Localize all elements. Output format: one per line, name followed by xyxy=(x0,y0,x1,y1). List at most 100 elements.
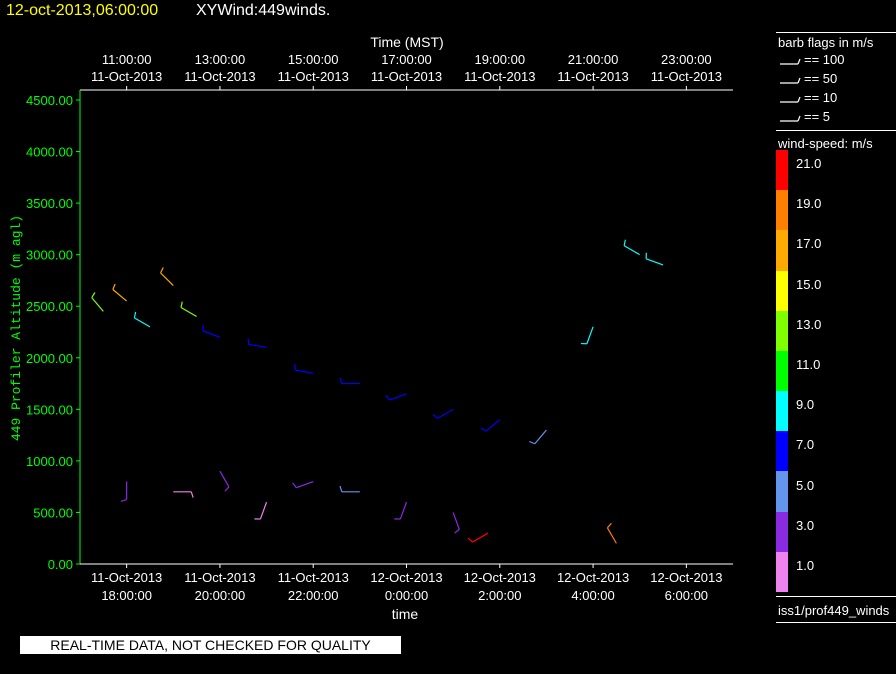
speed-scale-row: 15.0 xyxy=(776,270,896,311)
x-tick-time: 20:00:00 xyxy=(195,588,246,603)
speed-color-swatch xyxy=(776,391,788,432)
barb-legend-label: == 50 xyxy=(804,71,837,86)
speed-color-swatch xyxy=(776,471,788,512)
x-tick-time: 4:00:00 xyxy=(571,588,614,603)
barb-legend-item: == 50 xyxy=(780,71,837,86)
x-tick-date: 12-Oct-2013 xyxy=(650,570,722,585)
x-tick-date: 12-Oct-2013 xyxy=(370,570,442,585)
wind-barb xyxy=(339,485,360,493)
legend-end-border xyxy=(776,622,896,623)
x-tick-date: 11-Oct-2013 xyxy=(91,570,162,585)
top-tick-time: 15:00:00 xyxy=(288,52,339,67)
speed-color-swatch xyxy=(776,190,788,231)
speed-scale-label: 3.0 xyxy=(796,517,815,533)
speed-scale-label: 7.0 xyxy=(796,437,815,453)
source-label: iss1/prof449_winds xyxy=(778,603,890,618)
wind-barb xyxy=(606,522,617,544)
wind-barb xyxy=(219,470,230,492)
speed-scale-row: 19.0 xyxy=(776,190,896,231)
speed-color-swatch xyxy=(776,230,788,271)
speed-color-swatch xyxy=(776,270,788,311)
speed-scale-row: 3.0 xyxy=(776,511,896,552)
wind-barb xyxy=(202,324,221,338)
speed-scale-row: 5.0 xyxy=(776,471,896,512)
wind-barb xyxy=(452,512,460,534)
top-tick-date: 11-Oct-2013 xyxy=(91,69,162,84)
wind-barb xyxy=(247,338,267,349)
x-tick-time: 22:00:00 xyxy=(288,588,339,603)
wind-barb xyxy=(294,364,314,374)
y-tick-label: 4500.00 xyxy=(26,93,73,108)
x-tick-time: 0:00:00 xyxy=(385,588,428,603)
plot-date-title: 12-oct-2013,06:00:00 xyxy=(6,2,159,19)
wind-barb xyxy=(254,501,268,520)
legend-top-border xyxy=(776,32,896,33)
barb-legend-label: == 5 xyxy=(804,109,830,124)
barb-legend-label: == 100 xyxy=(804,52,845,67)
legend-bottom-border xyxy=(776,596,896,597)
wind-barb xyxy=(112,283,128,302)
barb-legend-item: == 10 xyxy=(780,90,837,105)
speed-scale-label: 15.0 xyxy=(796,276,822,292)
top-axis-label: Time (MST) xyxy=(370,34,443,50)
speed-scale-row: 17.0 xyxy=(776,230,896,271)
wind-barb xyxy=(173,491,194,498)
wind-barb xyxy=(623,239,641,256)
y-tick-label: 500.00 xyxy=(33,505,73,520)
plot-name-title: XYWind:449winds. xyxy=(196,2,331,19)
top-tick-date: 11-Oct-2013 xyxy=(651,69,722,84)
wind-barb xyxy=(529,429,547,445)
top-tick-date: 11-Oct-2013 xyxy=(371,69,442,84)
x-tick-time: 18:00:00 xyxy=(101,588,152,603)
speed-scale-row: 1.0 xyxy=(776,551,896,592)
x-tick-date: 11-Oct-2013 xyxy=(278,570,349,585)
y-tick-label: 0.00 xyxy=(48,557,73,572)
y-tick-label: 2000.00 xyxy=(26,351,73,366)
barb-legend-label: == 10 xyxy=(804,90,837,105)
quality-warning-banner: REAL-TIME DATA, NOT CHECKED FOR QUALITY xyxy=(20,636,401,654)
wind-barb xyxy=(133,311,151,328)
wind-barb xyxy=(339,377,360,385)
top-tick-date: 11-Oct-2013 xyxy=(278,69,349,84)
top-tick-date: 11-Oct-2013 xyxy=(184,69,255,84)
speed-scale-label: 1.0 xyxy=(796,557,815,573)
top-tick-time: 13:00:00 xyxy=(195,52,246,67)
speed-scale-label: 11.0 xyxy=(796,356,821,372)
x-tick-date: 11-Oct-2013 xyxy=(184,570,255,585)
y-tick-label: 4000.00 xyxy=(26,145,73,160)
top-tick-date: 11-Oct-2013 xyxy=(464,69,535,84)
wind-barb xyxy=(180,301,197,318)
y-tick-label: 1500.00 xyxy=(26,402,73,417)
speed-legend-title: wind-speed: m/s xyxy=(778,136,873,151)
speed-scale-label: 13.0 xyxy=(796,316,822,332)
wind-barb xyxy=(480,419,501,432)
wind-barb xyxy=(385,393,407,401)
speed-color-swatch xyxy=(776,150,788,191)
top-tick-time: 19:00:00 xyxy=(474,52,525,67)
wind-barb xyxy=(91,292,104,312)
speed-color-swatch xyxy=(776,310,788,351)
top-tick-time: 11:00:00 xyxy=(102,52,152,67)
speed-scale-label: 9.0 xyxy=(796,397,815,413)
wind-barb xyxy=(394,501,408,520)
wind-profile-chart: Time (MST) 11:00:00 11-Oct-2013 13:00:00 11… xyxy=(9,34,733,622)
wind-barb xyxy=(292,480,314,489)
wind-barb xyxy=(580,326,594,345)
x-tick-date: 12-Oct-2013 xyxy=(557,570,629,585)
x-tick-time: 2:00:00 xyxy=(478,588,521,603)
y-tick-label: 1000.00 xyxy=(26,454,73,469)
speed-scale-label: 19.0 xyxy=(796,196,822,212)
y-tick-label: 3500.00 xyxy=(26,196,73,211)
wind-barb xyxy=(160,267,174,287)
x-tick-time: 6:00:00 xyxy=(665,588,708,603)
x-axis-label: time xyxy=(392,606,419,622)
top-tick-date: 11-Oct-2013 xyxy=(557,69,628,84)
wind-barbs xyxy=(91,239,664,544)
y-tick-label: 3000.00 xyxy=(26,248,73,263)
speed-color-swatch xyxy=(776,551,788,592)
speed-scale-label: 17.0 xyxy=(796,236,822,252)
speed-scale-row: 13.0 xyxy=(776,310,896,351)
speed-color-swatch xyxy=(776,350,788,392)
wind-barb xyxy=(120,481,128,502)
barb-legend: == 100 == 50 == 10 == 5 xyxy=(780,52,845,124)
